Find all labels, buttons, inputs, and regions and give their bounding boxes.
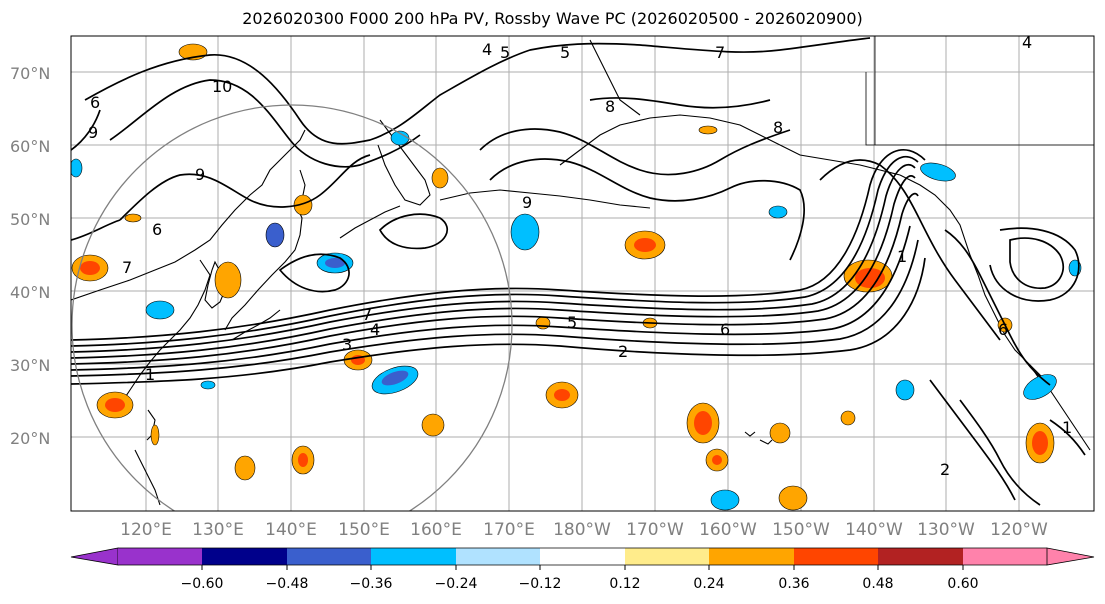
contour-labels: 4 5 7 10 6 9 8 6 7 5 7 4 3 5 2 6 1 1 2 1… — [88, 33, 1072, 479]
colorbar-segment — [287, 548, 371, 565]
colorbar-segment — [70, 547, 119, 566]
contour-label: 9 — [522, 193, 532, 212]
contour-label: 1 — [145, 365, 155, 384]
map-frame — [70, 35, 1095, 512]
lon-label: 160°W — [699, 520, 757, 540]
contour-label: 4 — [1022, 33, 1032, 52]
colorbar-segment — [371, 548, 456, 565]
lon-label: 170°E — [483, 520, 535, 540]
contour-label: 5 — [560, 43, 570, 62]
contour-label: 7 — [122, 258, 132, 277]
lon-label: 130°E — [192, 520, 244, 540]
contour-label: 4 — [482, 40, 492, 59]
lon-label: 150°W — [772, 520, 830, 540]
contour-label: 8 — [773, 118, 783, 137]
colorbar-segment — [709, 548, 794, 565]
colorbar: −0.60 −0.48 −0.36 −0.24 −0.12 0.12 0.24 … — [70, 547, 1095, 592]
contour-label: 7 — [715, 43, 725, 62]
lon-label: 170°W — [626, 520, 684, 540]
colorbar-segment — [118, 548, 202, 565]
colorbar-segment — [878, 548, 963, 565]
contour-label: 10 — [212, 77, 232, 96]
lat-label: 30°N — [10, 356, 50, 375]
contour-label: 2 — [940, 460, 950, 479]
colorbar-tick-label: −0.12 — [519, 576, 562, 592]
lat-label: 40°N — [10, 283, 50, 302]
contour-label: 6 — [720, 320, 730, 339]
colorbar-segment — [540, 548, 625, 565]
lon-label: 150°E — [338, 520, 390, 540]
contour-label: 1 — [897, 247, 907, 266]
colorbar-segment — [625, 548, 709, 565]
contour-label: 4 — [370, 320, 380, 339]
colorbar-tick-label: −0.24 — [435, 576, 478, 592]
lon-label: 180°W — [553, 520, 611, 540]
lon-label: 140°E — [265, 520, 317, 540]
contour-label: 1 — [1062, 418, 1072, 437]
colorbar-tick-label: 0.48 — [862, 576, 893, 592]
map-title: 2026020300 F000 200 hPa PV, Rossby Wave … — [242, 9, 863, 28]
pv-anomaly-fills — [71, 43, 1082, 511]
lon-label: 140°W — [845, 520, 903, 540]
contour-label: 5 — [567, 313, 577, 332]
contour-label: 6 — [152, 220, 162, 239]
pv-contours — [71, 37, 1086, 506]
contour-label: 6 — [998, 320, 1008, 339]
colorbar-segment — [963, 548, 1047, 565]
lon-label: 160°E — [410, 520, 462, 540]
colorbar-segment — [794, 548, 878, 565]
lat-label: 60°N — [10, 137, 50, 156]
contour-label: 7 — [362, 305, 372, 324]
contour-label: 5 — [500, 43, 510, 62]
colorbar-tick-label: 0.12 — [609, 576, 640, 592]
colorbar-segment — [202, 548, 287, 565]
colorbar-tick-label: −0.48 — [266, 576, 309, 592]
contour-label: 9 — [88, 123, 98, 142]
lat-label: 70°N — [10, 64, 50, 83]
lon-label: 120°E — [120, 520, 172, 540]
longitude-labels: 120°E 130°E 140°E 150°E 160°E 170°E 180°… — [120, 520, 1048, 540]
lat-label: 20°N — [10, 429, 50, 448]
lat-label: 50°N — [10, 210, 50, 229]
colorbar-segment — [456, 548, 540, 565]
lon-label: 120°W — [990, 520, 1048, 540]
latitude-labels: 70°N 60°N 50°N 40°N 30°N 20°N — [10, 64, 50, 448]
colorbar-tick-label: −0.36 — [350, 576, 393, 592]
colorbar-tick-label: 0.60 — [947, 576, 978, 592]
colorbar-tick-label: 0.36 — [778, 576, 809, 592]
contour-label: 8 — [605, 97, 615, 116]
lon-label: 130°W — [917, 520, 975, 540]
colorbar-tick-label: −0.60 — [181, 576, 224, 592]
great-circle — [71, 104, 513, 511]
contour-label: 9 — [195, 165, 205, 184]
colorbar-segment — [1046, 547, 1095, 566]
contour-label: 6 — [90, 93, 100, 112]
contour-label: 2 — [618, 342, 628, 361]
colorbar-tick-label: 0.24 — [693, 576, 724, 592]
contour-label: 3 — [342, 335, 352, 354]
